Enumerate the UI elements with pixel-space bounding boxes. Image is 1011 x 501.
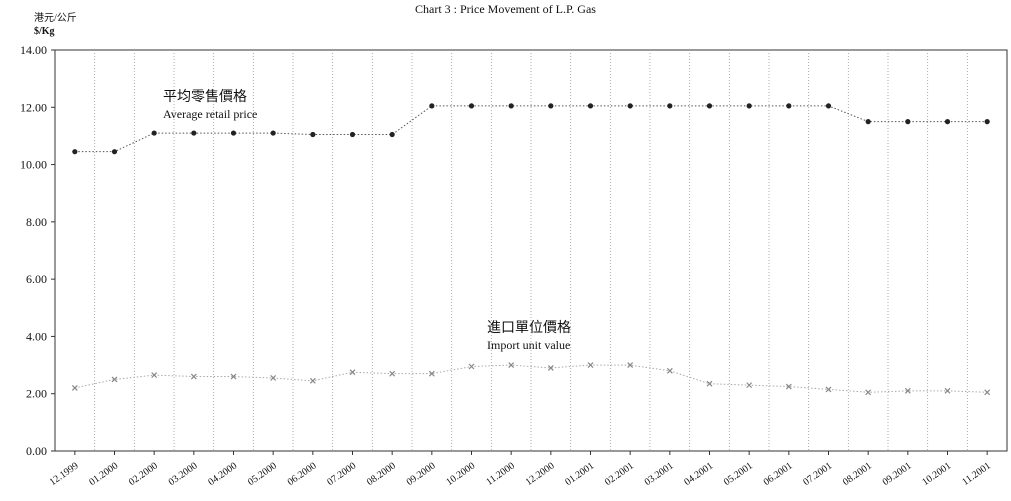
x-tick-label: 01.2000 [87,460,120,488]
x-tick-label: 07.2000 [325,460,358,488]
x-tick-label: 08.2000 [365,460,398,488]
x-tick-label: 05.2001 [722,460,755,488]
data-point [905,119,911,125]
data-point [389,131,395,138]
data-point [865,119,871,125]
data-point [270,375,277,381]
data-point [587,362,594,368]
data-point [349,131,356,138]
x-tick-label: 08.2001 [841,460,874,488]
y-axis-unit: $/Kg [34,26,55,37]
x-tick-label: 02.2001 [603,460,636,488]
x-tick-label: 11.2001 [960,460,993,487]
series-label-chinese: 平均零售價格 [163,88,247,105]
y-tick-label: 8.00 [26,215,47,229]
data-point [746,382,753,389]
y-axis-unit-chinese: 港元/公斤 [34,13,77,24]
data-point [309,377,316,384]
data-point [111,376,118,383]
data-point [944,119,951,125]
x-tick-label: 07.2001 [801,460,834,488]
x-tick-label: 03.2000 [167,460,200,488]
data-point [865,389,872,396]
series-line [74,364,988,393]
data-point [270,130,276,136]
x-tick-label: 06.2000 [286,460,319,488]
data-point [71,385,78,391]
x-tick-label: 10.2001 [920,460,953,488]
data-point [190,373,197,380]
data-point [825,386,832,393]
x-tick-label: 01.2001 [563,460,596,488]
data-point [468,103,475,109]
data-point [508,362,515,368]
data-point [666,367,673,374]
y-tick-label: 12.00 [20,100,47,114]
x-tick-label: 12.2000 [524,460,557,488]
y-tick-label: 10.00 [20,158,47,172]
x-tick-label: 04.2001 [682,460,715,488]
y-tick-label: 0.00 [26,444,47,458]
data-point [151,130,157,136]
data-point [746,103,752,109]
data-point [428,370,435,377]
data-point [310,131,316,138]
x-tick-label: 12.1999 [48,460,81,488]
data-point [904,387,911,394]
data-point [548,103,554,109]
data-point [151,372,158,379]
data-point [944,387,951,394]
data-point [230,373,237,380]
data-point [667,103,673,109]
x-tick-label: 05.2000 [246,460,279,488]
data-point [706,103,713,109]
data-point [587,103,594,109]
data-point [468,363,475,370]
series-label: Import unit value [487,338,570,352]
data-point [627,103,633,109]
x-tick-label: 09.2001 [881,460,914,488]
x-tick-label: 06.2001 [762,460,795,488]
data-point [111,149,118,155]
series-label: Average retail price [163,107,257,121]
y-tick-label: 6.00 [26,272,47,286]
data-point [429,103,435,109]
data-point [349,369,356,376]
series-label-chinese: 進口單位價格 [487,319,571,336]
data-point [825,103,832,109]
x-tick-label: 03.2001 [643,460,676,488]
data-point [984,119,990,125]
data-point [627,362,634,368]
data-point [785,383,792,390]
data-point [230,130,237,136]
data-point [706,380,713,387]
data-point [389,370,396,377]
x-tick-label: 09.2000 [405,460,438,488]
x-tick-label: 04.2000 [206,460,239,488]
y-tick-label: 2.00 [26,387,47,401]
data-point [191,130,197,136]
data-point [547,365,554,371]
chart-title: Chart 3 : Price Movement of L.P. Gas [415,2,596,16]
y-tick-label: 14.00 [20,43,47,57]
series-line [74,105,988,153]
x-tick-label: 11.2000 [484,460,517,487]
y-tick-label: 4.00 [26,329,47,343]
x-tick-label: 10.2000 [444,460,477,488]
data-point [72,149,78,155]
data-point [508,103,514,109]
x-tick-label: 02.2000 [127,460,160,488]
data-point [786,103,792,109]
data-point [984,389,991,396]
